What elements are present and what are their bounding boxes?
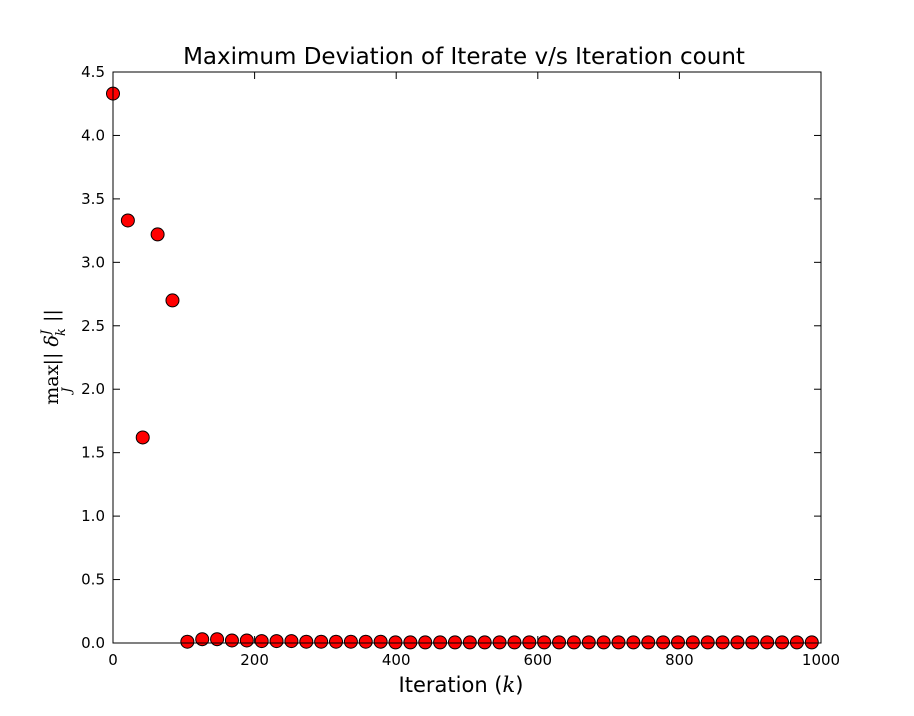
x-axis-label: Iteration (k): [399, 673, 524, 697]
axis-ticks: 0 200 400 600 800 1000 0.0 0.5 1.0 1.5 2.0 2.5 3.0 3.…: [81, 63, 840, 669]
data-point: [343, 634, 358, 649]
data-point: [492, 635, 507, 650]
chart-title: Maximum Deviation of Iterate v/s Iterati…: [183, 44, 745, 70]
data-point: [388, 635, 403, 650]
y-tick-label: 1.0: [81, 507, 105, 525]
data-point: [433, 635, 448, 650]
data-point: [447, 635, 462, 650]
data-point: [537, 635, 552, 650]
x-tick-label: 600: [523, 651, 552, 669]
x-tick-label: 1000: [802, 651, 840, 669]
data-point: [641, 635, 656, 650]
y-tick-label: 2.0: [81, 380, 105, 398]
data-point: [789, 635, 804, 650]
data-point: [373, 634, 388, 649]
data-point: [269, 634, 284, 649]
x-tick-label: 0: [108, 651, 118, 669]
data-point: [730, 635, 745, 650]
data-point: [284, 634, 299, 649]
y-tick-label: 4.5: [81, 63, 105, 81]
data-point: [418, 635, 433, 650]
data-point: [760, 635, 775, 650]
data-point: [656, 635, 671, 650]
data-point: [462, 635, 477, 650]
data-point: [775, 635, 790, 650]
data-point: [804, 635, 819, 650]
y-tick-label: 0.5: [81, 571, 105, 589]
data-point: [611, 635, 626, 650]
data-points: [106, 86, 819, 650]
x-tick-label: 400: [382, 651, 411, 669]
data-point: [745, 635, 760, 650]
data-point: [180, 634, 195, 649]
x-tick-label: 800: [665, 651, 694, 669]
data-point: [522, 635, 537, 650]
data-point: [314, 634, 329, 649]
data-point: [165, 293, 180, 308]
y-tick-label: 4.0: [81, 126, 105, 144]
data-point: [403, 635, 418, 650]
data-point: [135, 430, 150, 445]
data-point: [685, 635, 700, 650]
data-point: [596, 635, 611, 650]
data-point: [224, 633, 239, 648]
data-point: [254, 634, 269, 649]
data-point: [507, 635, 522, 650]
data-point: [670, 635, 685, 650]
data-point: [150, 227, 165, 242]
data-point: [566, 635, 581, 650]
data-point: [581, 635, 596, 650]
data-point: [477, 635, 492, 650]
x-tick-label: 200: [240, 651, 269, 669]
data-point: [299, 634, 314, 649]
data-point: [120, 213, 135, 228]
plot-frame: [112, 71, 822, 644]
data-point: [210, 632, 225, 647]
y-tick-label: 3.5: [81, 190, 105, 208]
svg-text:maxJ || δJk ||: maxJ || δJk ||: [39, 309, 75, 405]
data-point: [358, 634, 373, 649]
y-axis-label: maxJ || δJk ||: [39, 309, 75, 405]
data-point: [329, 634, 344, 649]
data-point: [552, 635, 567, 650]
y-tick-label: 0.0: [81, 634, 105, 652]
data-point: [239, 633, 254, 648]
data-point: [700, 635, 715, 650]
y-tick-label: 1.5: [81, 444, 105, 462]
data-point: [626, 635, 641, 650]
y-tick-label: 3.0: [81, 253, 105, 271]
data-point: [715, 635, 730, 650]
y-tick-label: 2.5: [81, 317, 105, 335]
data-point: [195, 632, 210, 647]
